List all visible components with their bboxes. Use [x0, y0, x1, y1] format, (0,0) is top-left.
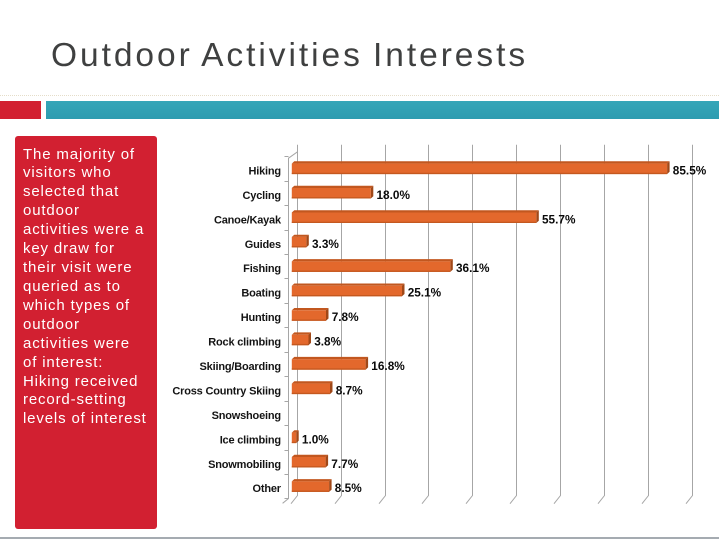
svg-text:Boating: Boating [241, 288, 281, 300]
svg-text:Rock climbing: Rock climbing [208, 337, 281, 349]
svg-text:3.3%: 3.3% [312, 237, 339, 251]
svg-text:7.7%: 7.7% [331, 457, 358, 471]
svg-text:Hunting: Hunting [241, 312, 281, 324]
svg-text:55.7%: 55.7% [542, 212, 576, 226]
svg-text:18.0%: 18.0% [377, 188, 411, 202]
svg-text:36.1%: 36.1% [456, 261, 490, 275]
svg-text:Skiing/Boarding: Skiing/Boarding [200, 361, 281, 373]
svg-text:85.5%: 85.5% [673, 163, 707, 177]
svg-text:8.5%: 8.5% [335, 481, 362, 495]
svg-text:8.7%: 8.7% [336, 383, 363, 397]
svg-text:Snowmobiling: Snowmobiling [208, 459, 281, 471]
svg-text:7.8%: 7.8% [332, 310, 359, 324]
svg-text:3.8%: 3.8% [314, 335, 341, 349]
svg-text:1.0%: 1.0% [302, 432, 329, 446]
svg-text:Cycling: Cycling [243, 190, 281, 202]
svg-text:Fishing: Fishing [243, 263, 281, 275]
svg-text:Hiking: Hiking [248, 165, 280, 177]
svg-text:Ice climbing: Ice climbing [220, 434, 281, 446]
svg-text:Other: Other [253, 483, 282, 495]
svg-text:Cross Country Skiing: Cross Country Skiing [172, 385, 280, 397]
svg-text:Canoe/Kayak: Canoe/Kayak [214, 214, 282, 226]
svg-text:25.1%: 25.1% [408, 286, 442, 300]
svg-text:Snowshoeing: Snowshoeing [212, 410, 281, 422]
svg-text:Guides: Guides [245, 239, 281, 251]
svg-text:16.8%: 16.8% [371, 359, 405, 373]
